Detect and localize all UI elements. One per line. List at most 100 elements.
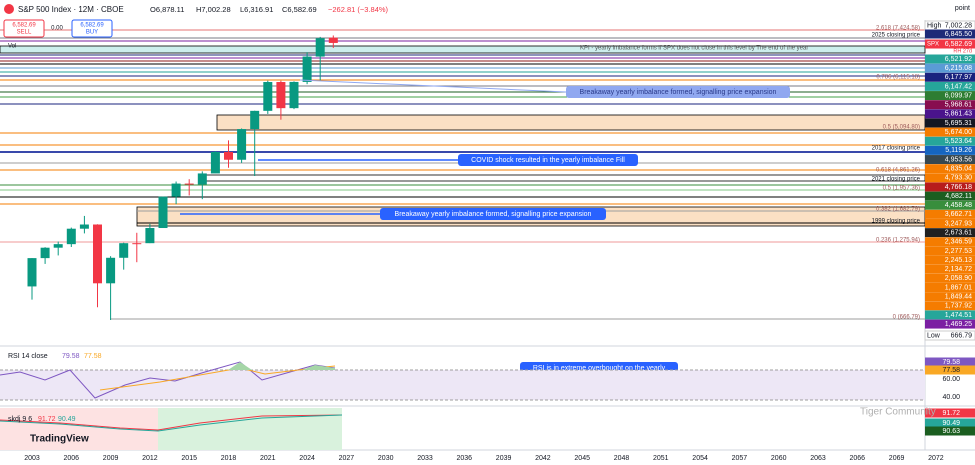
axis-label: 2,245.13: [945, 257, 972, 264]
rsi-ma: 77.58: [84, 353, 102, 360]
x-tick-label: 2024: [299, 455, 315, 462]
axis-tag: [925, 283, 975, 292]
callout-text: RSI is in extreme overbought on the year…: [533, 365, 666, 372]
x-tick-label: 2015: [181, 455, 197, 462]
axis-tag: [925, 408, 975, 418]
level-label: 2017 closing price: [872, 146, 921, 152]
sell-price: 6,582.69: [12, 23, 36, 29]
axis-label: 2,673.61: [945, 230, 972, 237]
candle-body: [276, 82, 286, 109]
axis-tag: [925, 136, 975, 146]
axis-label: 4,793.30: [945, 175, 972, 182]
candle-body: [184, 183, 194, 185]
brand: TradingView: [30, 434, 89, 445]
axis-label: point: [955, 5, 970, 12]
zone: [216, 114, 926, 131]
ohlc: O6,878.11: [150, 5, 184, 14]
axis-tag: [925, 246, 975, 256]
sell-button[interactable]: [3, 19, 45, 38]
vol-label: Vol: [8, 44, 16, 50]
axis-tag: [925, 145, 975, 155]
level-label: 0.786 (6,115.18): [876, 75, 920, 81]
axis-tag: [924, 330, 975, 341]
axis-label: SPX: [927, 42, 939, 48]
axis-label: 2,134.72: [945, 266, 972, 273]
x-tick-label: 2060: [771, 455, 787, 462]
axis-label: 5,523.64: [945, 138, 972, 145]
axis-label: 90.63: [942, 428, 960, 435]
rsi-overbought: [302, 365, 335, 370]
axis-tag: [925, 118, 975, 128]
rsi-line: [0, 361, 336, 399]
rsi-overbought: [228, 362, 252, 370]
x-tick-label: 2045: [574, 455, 590, 462]
candle-body: [40, 247, 50, 259]
level-label: 0.382 (1,682.79): [876, 207, 920, 213]
x-tick-label: 2057: [732, 455, 748, 462]
axis-tag: [925, 100, 975, 110]
axis-label: 40.00: [942, 394, 960, 401]
ohlc: C6,582.69: [282, 5, 317, 14]
buy-price: 6,582.69: [80, 23, 104, 29]
zone: [204, 174, 926, 182]
axis-label: 79.58: [942, 359, 960, 366]
axis-tag: [925, 173, 975, 183]
axis-label: 6,582.69: [945, 41, 972, 48]
axis-tag: [925, 365, 975, 375]
callout-text: Breakaway yearly imbalance formed, signa…: [395, 211, 592, 218]
axis-tag: [925, 209, 975, 219]
note: KPI - yearly imbalance forms if SPX does…: [580, 46, 808, 52]
candle-body: [237, 129, 247, 160]
candle-body: [158, 196, 168, 229]
axis-label: 6,215.08: [945, 65, 972, 72]
buy-label: BUY: [86, 30, 98, 36]
axis-label: 6,177.97: [945, 74, 972, 81]
axis-label: 4,835.04: [945, 166, 972, 173]
level-label: 0.618 (4,861.26): [876, 168, 920, 174]
candle-body: [106, 257, 116, 284]
axis-label: 6,099.97: [945, 92, 972, 99]
axis-label: 4,766.18: [945, 184, 972, 191]
axis-label: 4,953.56: [945, 156, 972, 163]
level-label: 0.5 (1,957.36): [883, 186, 920, 192]
axis-tag: [925, 426, 975, 436]
rsi-band: [0, 370, 925, 400]
x-tick-label: 2039: [496, 455, 512, 462]
candle-body: [250, 110, 260, 130]
candle-body: [132, 243, 142, 245]
axis-tag: [925, 237, 975, 247]
level-label: 2025 closing price: [872, 33, 921, 39]
ohlc: L6,316.91: [240, 5, 273, 14]
candle-body: [302, 56, 312, 82]
axis-label: 2,058.90: [945, 275, 972, 282]
buy-button[interactable]: [71, 19, 113, 38]
candle-body: [119, 243, 129, 258]
axis-tag: [925, 63, 975, 73]
axis-tag: [925, 301, 975, 311]
axis-tag: [925, 182, 975, 192]
callout-pointer: [299, 79, 567, 93]
skdj-zone: [158, 408, 342, 450]
axis-tag: [925, 292, 975, 302]
ohlc: −262.81 (−3.84%): [328, 5, 389, 14]
skdj-k: 91.72: [38, 416, 56, 423]
candle-body: [224, 151, 233, 160]
axis-label: 4,458.48: [945, 202, 972, 209]
candle-body: [66, 228, 76, 245]
callout-text: COVID shock resulted in the yearly imbal…: [471, 157, 625, 164]
x-tick-label: 2033: [417, 455, 433, 462]
axis-label: 1,469.25: [945, 321, 972, 328]
x-tick-label: 2048: [614, 455, 630, 462]
x-tick-label: 2003: [24, 455, 40, 462]
candle-body: [289, 81, 299, 109]
axis-label: 91.72: [942, 410, 960, 417]
watermark: Tiger Community: [860, 407, 936, 418]
candle-body: [328, 37, 338, 43]
x-tick-label: 2012: [142, 455, 158, 462]
axis-label: 1,867.01: [945, 284, 972, 291]
axis-label: 6,845.50: [945, 31, 972, 38]
axis-label: 1,849.44: [945, 293, 972, 300]
x-tick-label: 2066: [850, 455, 866, 462]
axis-tag: [925, 319, 975, 329]
rsi-title: RSI 14 close: [8, 353, 48, 360]
